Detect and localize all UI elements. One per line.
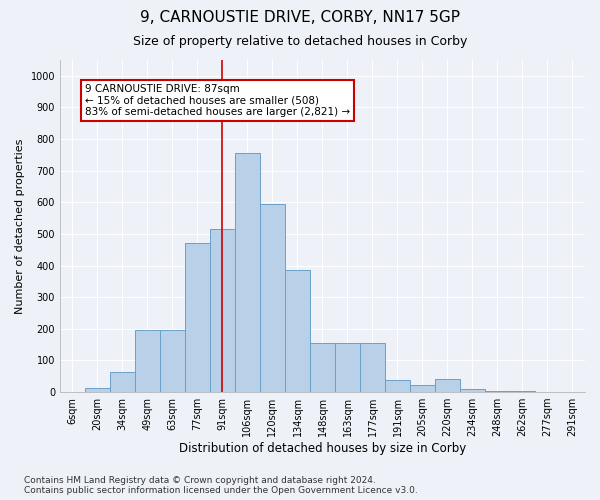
Text: Size of property relative to detached houses in Corby: Size of property relative to detached ho… [133, 35, 467, 48]
Text: 9 CARNOUSTIE DRIVE: 87sqm
← 15% of detached houses are smaller (508)
83% of semi: 9 CARNOUSTIE DRIVE: 87sqm ← 15% of detac… [85, 84, 350, 117]
Bar [235, 154, 260, 392]
X-axis label: Distribution of detached houses by size in Corby: Distribution of detached houses by size … [179, 442, 466, 455]
Bar [160, 330, 185, 392]
Bar [85, 388, 110, 392]
Text: Contains HM Land Registry data © Crown copyright and database right 2024.
Contai: Contains HM Land Registry data © Crown c… [24, 476, 418, 495]
Bar [435, 380, 460, 392]
Bar [360, 343, 385, 392]
Bar [310, 343, 335, 392]
Bar [135, 330, 160, 392]
Bar [485, 390, 510, 392]
Bar [385, 380, 410, 392]
Bar [460, 389, 485, 392]
Y-axis label: Number of detached properties: Number of detached properties [15, 138, 25, 314]
Bar [410, 385, 435, 392]
Bar [110, 372, 135, 392]
Bar [185, 244, 210, 392]
Bar [335, 343, 360, 392]
Bar [285, 270, 310, 392]
Bar [210, 229, 235, 392]
Bar [260, 204, 285, 392]
Text: 9, CARNOUSTIE DRIVE, CORBY, NN17 5GP: 9, CARNOUSTIE DRIVE, CORBY, NN17 5GP [140, 10, 460, 25]
